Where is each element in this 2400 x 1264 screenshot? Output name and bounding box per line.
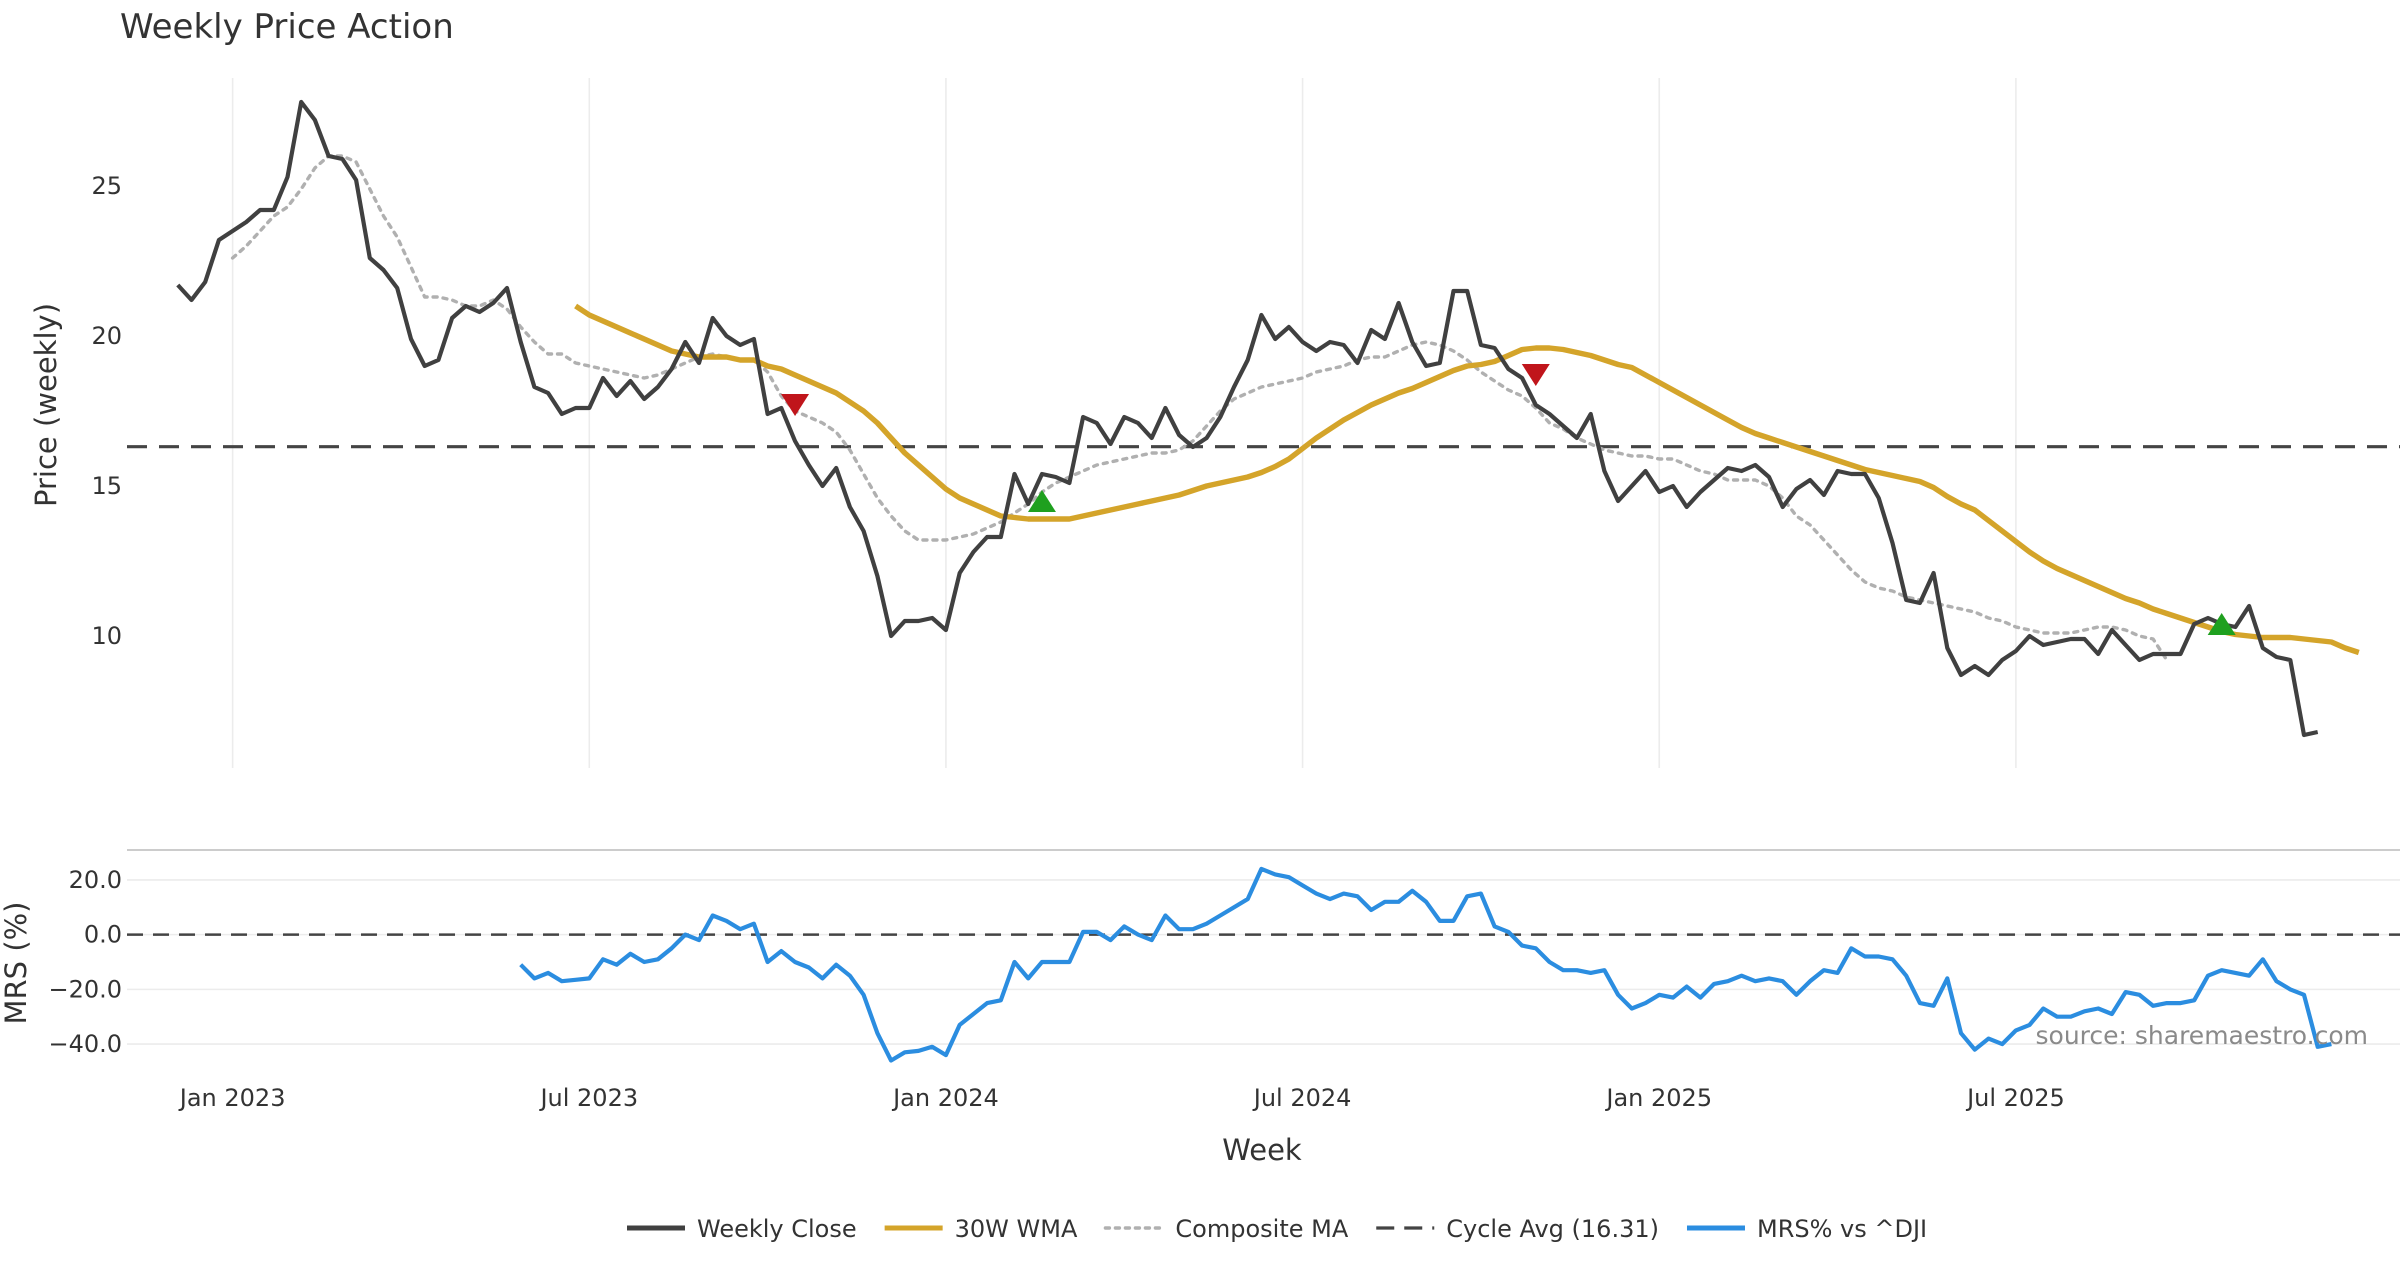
x-axis-label: Week (1222, 1133, 1302, 1167)
mrs-grid (127, 879, 2400, 1045)
legend-label: MRS% vs ^DJI (1757, 1215, 1927, 1243)
mrs-y-ticks: 20.0 0.0 −20.0 −40.0 (48, 866, 122, 1058)
x-tick-label: Jul 2024 (1252, 1084, 1352, 1112)
price-y-axis-label: Price (weekly) (29, 303, 63, 507)
series-30w-wma (574, 303, 2360, 656)
legend: Weekly Close 30W WMA Composite MA Cycle Avg… (627, 1215, 1927, 1243)
price-y-tick-label: 25 (91, 172, 122, 200)
price-grid (231, 78, 2017, 768)
source-watermark: source: sharemaestro.com (2036, 1021, 2369, 1050)
legend-label: Cycle Avg (16.31) (1446, 1215, 1659, 1243)
mrs-y-tick-label: −20.0 (48, 975, 122, 1003)
x-tick-label: Jul 2023 (538, 1084, 638, 1112)
mrs-series (519, 866, 2332, 1063)
buy-signal-marker-3 (2207, 613, 2236, 635)
x-tick-label: Jan 2025 (1604, 1084, 1712, 1112)
price-y-tick-label: 10 (91, 622, 122, 650)
chart-title: Weekly Price Action (120, 7, 454, 47)
series-composite-ma (230, 154, 2169, 662)
legend-entry-1: 30W WMA (884, 1215, 1078, 1243)
sell-signal-marker-0 (781, 394, 810, 416)
series-mrs-vs-dji (519, 866, 2332, 1063)
series-weekly-close (176, 99, 2319, 738)
trade-markers (781, 364, 2236, 635)
mrs-y-tick-label: −40.0 (48, 1030, 122, 1058)
legend-label: 30W WMA (955, 1215, 1078, 1243)
legend-entry-3: Cycle Avg (16.31) (1376, 1215, 1659, 1243)
legend-entry-2: Composite MA (1103, 1215, 1349, 1243)
legend-label: Weekly Close (697, 1215, 857, 1243)
price-y-tick-label: 20 (91, 322, 122, 350)
mrs-y-tick-label: 0.0 (84, 921, 122, 949)
price-y-ticks: 10 15 20 25 (91, 172, 122, 650)
legend-label: Composite MA (1175, 1215, 1348, 1243)
x-tick-label: Jan 2024 (891, 1084, 999, 1112)
legend-entry-4: MRS% vs ^DJI (1686, 1215, 1927, 1243)
price-series (176, 99, 2360, 738)
buy-signal-marker-1 (1027, 490, 1056, 512)
mrs-y-tick-label: 20.0 (69, 866, 122, 894)
x-tick-label: Jan 2023 (178, 1084, 286, 1112)
legend-entry-0: Weekly Close (627, 1215, 857, 1243)
mrs-y-axis-label: MRS (%) (0, 902, 33, 1025)
x-tick-label: Jul 2025 (1965, 1084, 2065, 1112)
sell-signal-marker-2 (1521, 364, 1550, 386)
price-y-tick-label: 15 (91, 472, 122, 500)
x-ticks: Jan 2023 Jul 2023 Jan 2024 Jul 2024 Jan 2025… (178, 1084, 2065, 1112)
